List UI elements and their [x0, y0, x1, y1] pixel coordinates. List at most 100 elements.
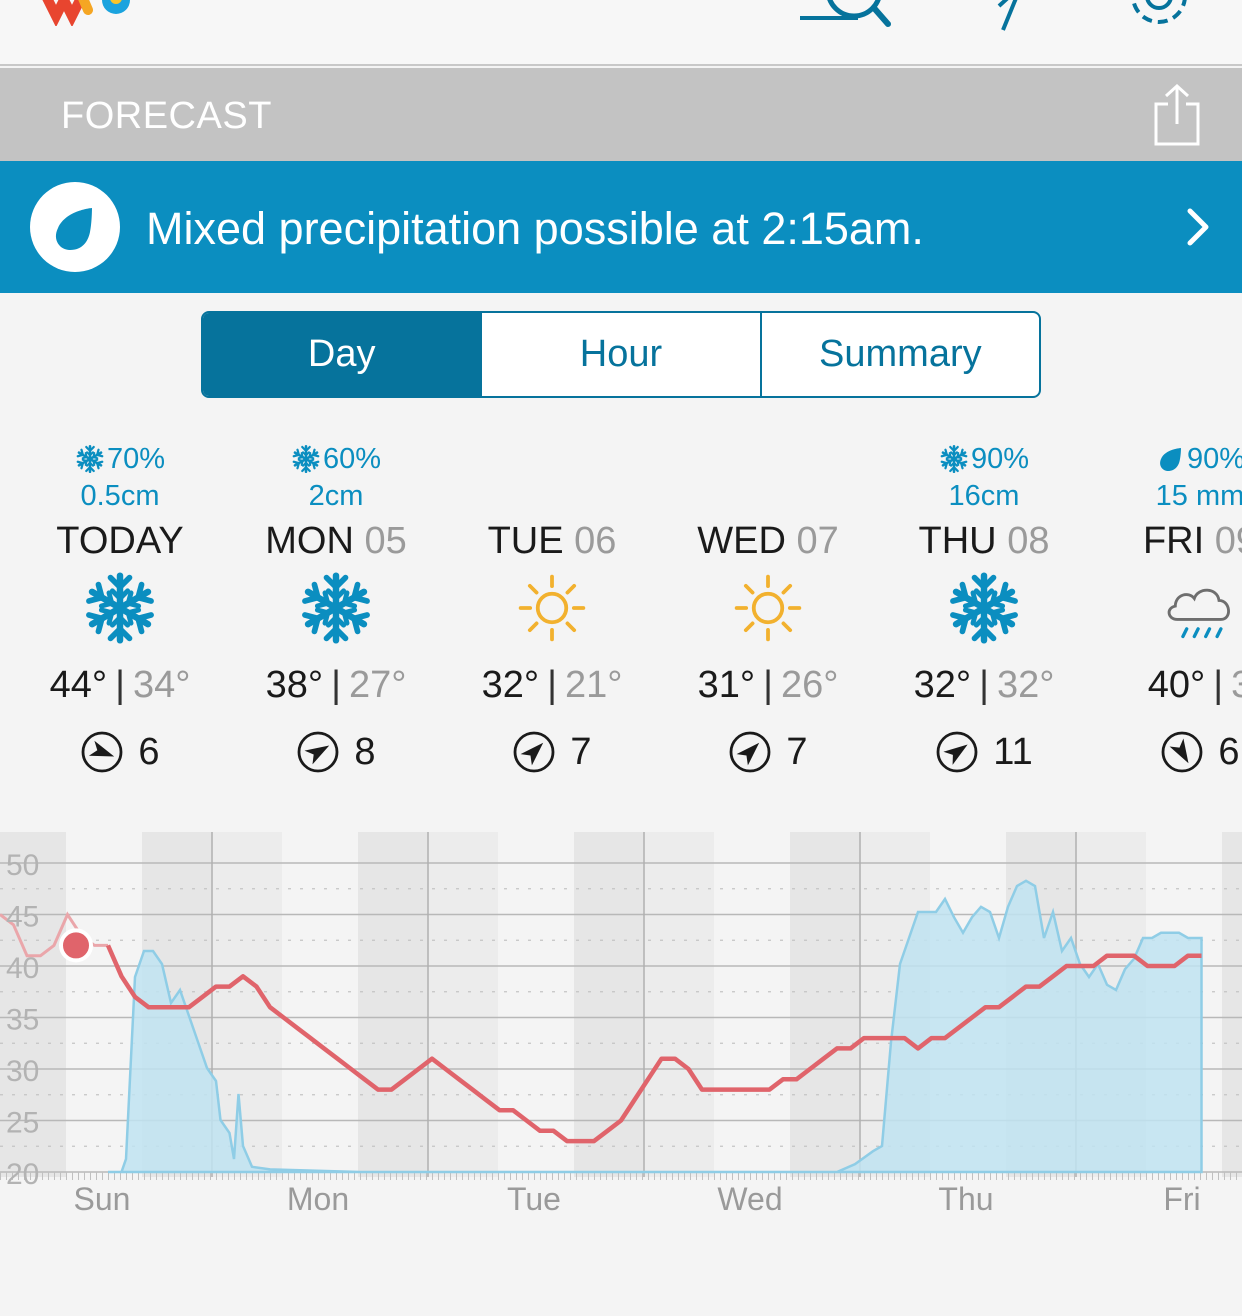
wind-direction-icon — [82, 731, 123, 773]
snowflake-icon — [940, 444, 968, 474]
alert-message: Mixed precipitation possible at 2:15am. — [146, 203, 924, 254]
app-logo[interactable] — [40, 0, 140, 26]
day-label: WED — [697, 520, 786, 562]
raindrop-badge — [30, 182, 120, 272]
precip-chance-value: 70% — [106, 442, 166, 475]
wind-speed: 7 — [786, 730, 808, 773]
day-date: 07 — [785, 520, 839, 562]
day-label: TUE — [487, 520, 564, 562]
temp-separator: | — [331, 664, 341, 706]
wind-speed: 7 — [570, 730, 592, 773]
day-name: MON 05 — [228, 520, 444, 563]
precipitation-alert-banner[interactable]: Mixed precipitation possible at 2:15am. — [0, 161, 1242, 293]
x-tick-label: Thu — [938, 1181, 993, 1217]
wind-speed: 6 — [1218, 730, 1240, 773]
high-temp: 31° — [697, 664, 756, 706]
raindrop-icon — [1160, 448, 1181, 471]
day-date: 06 — [563, 520, 617, 562]
low-temp: 3 — [1231, 664, 1242, 706]
y-tick-label: 45 — [6, 901, 39, 934]
y-tick-label: 35 — [6, 1004, 39, 1037]
current-time-marker[interactable] — [59, 928, 93, 963]
wind: 7 — [444, 730, 660, 774]
x-tick-label: Fri — [1163, 1181, 1200, 1217]
tab-day[interactable]: Day — [203, 313, 481, 396]
temp-separator: | — [547, 664, 557, 706]
high-temp: 38° — [265, 664, 324, 706]
low-temp: 21° — [564, 664, 623, 706]
day-column-thu[interactable]: 90% 16cm THU 08 32° | 32° 11 — [876, 440, 1092, 790]
wind-direction-icon — [298, 731, 339, 773]
tab-hour[interactable]: Hour — [480, 313, 759, 396]
snowflake-icon — [946, 570, 1022, 646]
temp-separator: | — [115, 664, 125, 706]
tab-summary[interactable]: Summary — [759, 313, 1039, 396]
night-band — [428, 832, 498, 1177]
y-tick-label: 25 — [6, 1107, 39, 1140]
wind-speed: 8 — [354, 730, 376, 773]
high-temp: 44° — [49, 664, 108, 706]
day-column-today[interactable]: 70% 0.5cm TODAY 44° | 34° 6 — [12, 440, 228, 790]
day-label: THU — [918, 520, 997, 562]
day-name: WED 07 — [660, 520, 876, 563]
precip-chance: 70% — [12, 440, 228, 478]
snowflake-icon — [82, 570, 158, 646]
temperature-range: 40° | 3 — [1092, 664, 1242, 707]
precip-amount: 0.5cm — [80, 480, 160, 512]
day-name: TUE 06 — [444, 520, 660, 563]
sun-icon — [514, 570, 590, 646]
precip-chance: 90% — [1092, 440, 1242, 478]
day-label: TODAY — [56, 520, 184, 562]
precipitation-area — [108, 879, 1203, 1174]
day-date: 09 — [1214, 520, 1242, 562]
day-column-wed[interactable]: WED 07 31° | 26° 7 — [660, 440, 876, 790]
precip-chance: 60% — [228, 440, 444, 478]
snowflake-icon — [298, 570, 374, 646]
temperature-range: 31° | 26° — [660, 664, 876, 707]
temp-separator: | — [1213, 664, 1224, 706]
location-arrow-icon[interactable] — [995, 0, 1025, 34]
temperature-precip-chart[interactable]: 50 45 40 35 30 25 20 Sun Mon Tue Wed Thu Fri — [0, 832, 1242, 1232]
precip-amount: 16cm — [948, 480, 1020, 512]
day-date: 05 — [353, 520, 407, 562]
temperature-range: 44° | 34° — [12, 664, 228, 707]
precip-chance-value: 90% — [1186, 442, 1242, 475]
wind: 11 — [876, 730, 1092, 774]
day-name: THU 08 — [876, 520, 1092, 563]
night-band — [1222, 832, 1242, 1177]
temperature-range: 32° | 21° — [444, 664, 660, 707]
high-temp: 32° — [913, 664, 972, 706]
low-temp: 32° — [996, 664, 1055, 706]
low-temp: 34° — [132, 664, 191, 706]
day-name: TODAY — [12, 520, 228, 563]
share-icon[interactable] — [1152, 84, 1202, 146]
x-tick-label: Mon — [287, 1181, 349, 1217]
day-column-tue[interactable]: TUE 06 32° | 21° 7 — [444, 440, 660, 790]
day-column-mon[interactable]: 60% 2cm MON 05 38° | 27° 8 — [228, 440, 444, 790]
chevron-right-icon[interactable] — [1182, 205, 1214, 249]
snowflake-icon — [292, 444, 320, 474]
y-tick-label: 50 — [6, 849, 39, 882]
precip-amount: 15 mm — [1155, 480, 1242, 512]
low-temp: 26° — [780, 664, 839, 706]
wind-speed: 6 — [138, 730, 160, 773]
x-tick-label: Sun — [74, 1181, 131, 1217]
temperature-range: 38° | 27° — [228, 664, 444, 707]
snowflake-icon — [76, 444, 104, 474]
precip-chance-value: 60% — [322, 442, 382, 475]
wind-direction-icon — [730, 731, 771, 773]
day-column-fri[interactable]: 90% 15 mm FRI 09 40°|3 6 — [1092, 440, 1242, 790]
wind: 6 — [12, 730, 228, 774]
daily-forecast: 70% 0.5cm TODAY 44° | 34° 6 60% 2cm MON 05 38° | 27°… — [0, 440, 1242, 790]
gear-icon[interactable] — [1126, 0, 1192, 30]
night-band — [574, 832, 644, 1177]
day-label: FRI — [1142, 520, 1205, 562]
day-name: FRI 09 — [1092, 520, 1242, 563]
page-title: FORECAST — [61, 95, 272, 137]
x-tick-label: Wed — [717, 1181, 782, 1217]
y-tick-label: 30 — [6, 1055, 39, 1088]
precip-amount: 2cm — [308, 480, 364, 512]
y-tick-label: 40 — [6, 952, 39, 985]
precip-chance-value: 90% — [970, 442, 1030, 475]
search-icon[interactable] — [798, 0, 893, 30]
